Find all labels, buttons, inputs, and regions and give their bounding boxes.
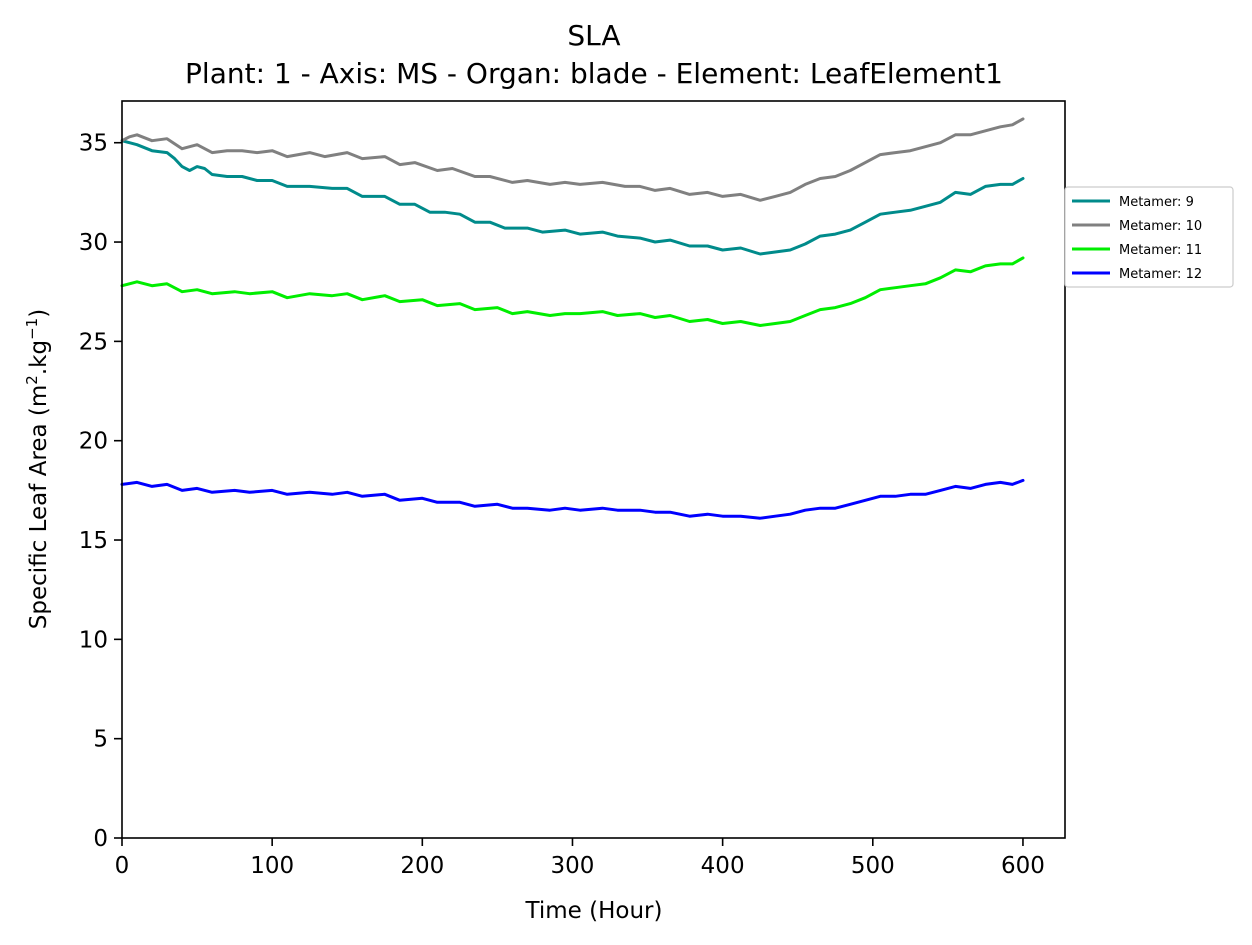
x-axis-ticks: 0 100 200 300 400 500 600 [115,838,1045,879]
y-axis-ticks: 0 5 10 15 20 25 30 35 [79,131,122,852]
x-tick-label: 300 [551,853,595,879]
y-axis-label-sup2: −1 [23,318,41,340]
y-tick-label: 0 [93,826,108,852]
plot-frame [121,100,1066,839]
series-line-2 [120,117,1025,202]
y-axis-label: Specific Leaf Area (m2.kg−1) [23,309,52,629]
x-tick-label: 500 [851,853,895,879]
series-line-1 [120,139,1025,256]
legend-label: Metamer: 12 [1119,267,1202,282]
y-tick-label: 15 [79,528,108,554]
y-axis-label-mid: .kg [26,340,52,375]
x-tick-label: 100 [250,853,294,879]
legend-label: Metamer: 10 [1119,219,1202,234]
chart-title: SLA [567,19,620,52]
y-tick-label: 5 [93,727,108,753]
chart-subtitle: Plant: 1 - Axis: MS - Organ: blade - Ele… [185,57,1003,90]
plot-area: 0 100 200 300 400 500 600 0 5 10 15 20 25 30 35 [79,100,1066,879]
x-tick-label: 400 [701,853,745,879]
y-tick-label: 30 [79,230,108,256]
y-tick-label: 25 [79,329,108,355]
y-tick-label: 20 [79,429,108,455]
series-line-4 [120,478,1025,520]
legend-frame [1064,186,1234,288]
y-axis-label-main: Specific Leaf Area (m [26,385,52,630]
legend-label: Metamer: 11 [1119,243,1202,258]
x-tick-label: 200 [400,853,444,879]
series-layer [120,117,1025,520]
x-tick-label: 600 [1001,853,1045,879]
y-axis-label-sup1: 2 [23,375,41,385]
legend-label: Metamer: 9 [1119,195,1194,210]
y-tick-label: 10 [79,627,108,653]
x-tick-label: 0 [115,853,130,879]
y-tick-label: 35 [79,131,108,157]
series-line-3 [120,256,1025,327]
y-axis-label-end: ) [26,309,52,318]
x-axis-label: Time (Hour) [525,898,663,924]
legend: Metamer: 9 Metamer: 10 Metamer: 11 Metamer:… [1064,186,1234,288]
